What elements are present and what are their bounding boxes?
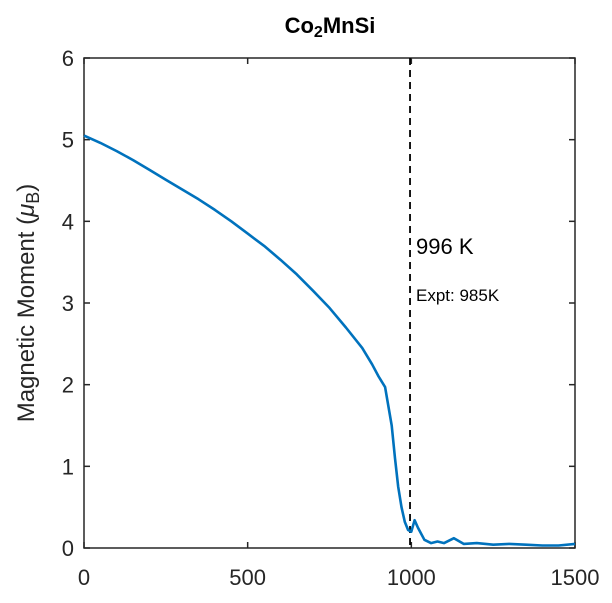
- x-tick-label: 500: [229, 565, 266, 590]
- y-tick-label: 4: [62, 209, 74, 234]
- x-tick-label: 1000: [387, 565, 436, 590]
- y-tick-label: 6: [62, 46, 74, 71]
- tc-annotation: 996 K: [416, 234, 474, 259]
- y-tick-label: 2: [62, 373, 74, 398]
- chart-title-sub: 2: [314, 24, 323, 41]
- y-tick-label: 1: [62, 454, 74, 479]
- y-axis-label-main: Magnetic Moment (: [13, 217, 40, 422]
- expt-annotation: Expt: 985K: [416, 286, 500, 305]
- y-axis-label-close: ): [13, 184, 40, 192]
- x-tick-label: 0: [78, 565, 90, 590]
- y-tick-label: 0: [62, 536, 74, 561]
- y-tick-label: 5: [62, 128, 74, 153]
- chart-title: Co2MnSi: [285, 13, 376, 41]
- x-tick-label: 1500: [551, 565, 600, 590]
- chart-title-main: Co: [285, 13, 314, 38]
- magnetic-moment-series-line: [83, 134, 576, 547]
- y-tick-label: 3: [62, 291, 74, 316]
- axis-tick-labels: 0 500 1000 1500 0 1 2 3 4 5 6: [62, 46, 600, 590]
- y-axis-label-sub: B: [23, 192, 43, 204]
- y-axis-label-greek: μ: [13, 204, 40, 218]
- y-axis-label: Magnetic Moment (μB): [13, 184, 43, 423]
- axis-ticks: [83, 57, 576, 549]
- chart-title-rest: MnSi: [323, 13, 376, 38]
